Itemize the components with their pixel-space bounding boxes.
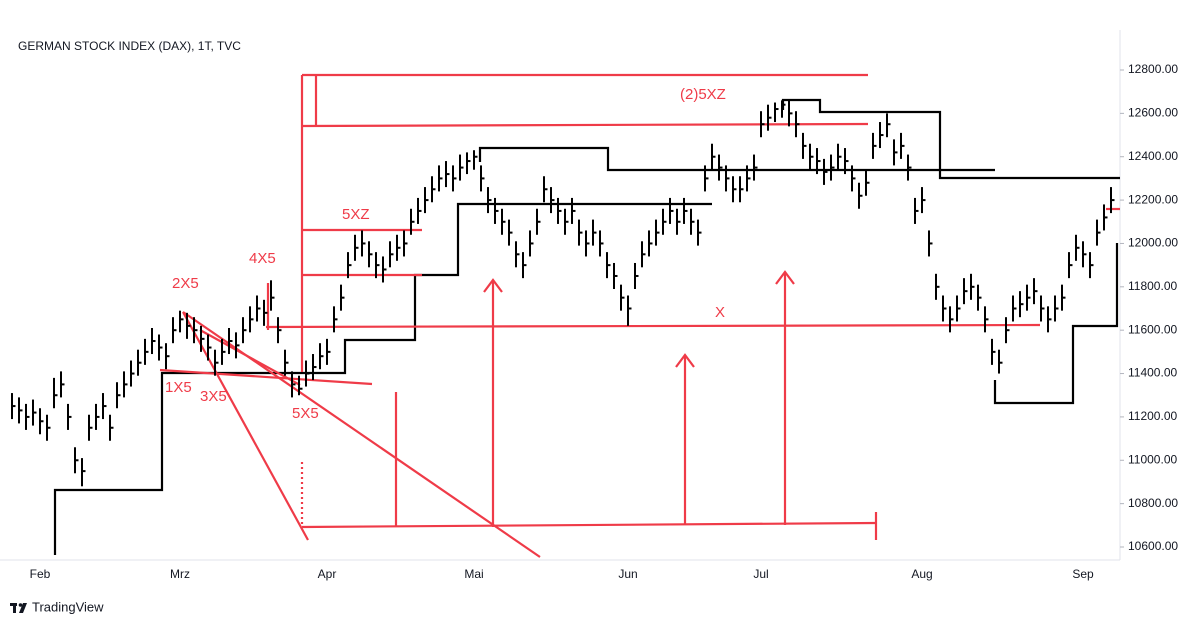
x-tick-label: Jul [753, 567, 768, 581]
logo: TradingView [10, 599, 104, 614]
x-tick-label: Aug [911, 567, 932, 581]
annotation: 3X5 [200, 388, 227, 405]
annotation: X [715, 304, 725, 321]
y-tick-label: 12600.00 [1128, 106, 1178, 120]
x-tick-label: Sep [1072, 567, 1094, 581]
annotation: 4X5 [249, 250, 276, 267]
chart-title: GERMAN STOCK INDEX (DAX), 1T, TVC [18, 39, 241, 53]
step-line [53, 202, 712, 555]
y-tick-label: 12000.00 [1128, 236, 1178, 250]
y-tick-label: 12800.00 [1128, 62, 1178, 76]
time-line [301, 521, 877, 529]
y-tick-label: 12400.00 [1128, 149, 1178, 163]
annotation: 1X5 [165, 379, 192, 396]
x-tick-label: Jun [618, 567, 637, 581]
step-line [478, 146, 995, 172]
x-tick-label: Feb [30, 567, 51, 581]
step-line [993, 243, 1119, 405]
level-line [301, 122, 869, 128]
x-tick-label: Mrz [170, 567, 190, 581]
drawings [159, 73, 1120, 558]
y-tick-label: 11000.00 [1128, 452, 1177, 466]
logo-mark [13, 603, 16, 613]
annotation: 2X5 [172, 275, 199, 292]
trend-line [182, 311, 309, 541]
trailing-stop-lines [53, 98, 1120, 555]
step-line [781, 98, 1120, 180]
annotation: 5X5 [292, 405, 319, 422]
y-tick-label: 11800.00 [1128, 279, 1177, 293]
trend-line [199, 329, 301, 386]
y-tick-label: 10800.00 [1128, 496, 1178, 510]
annotation: 5XZ [342, 206, 370, 223]
price-bars [11, 100, 1115, 487]
arrow-head [483, 278, 503, 293]
x-tick-label: Apr [318, 567, 337, 581]
y-tick-label: 12200.00 [1128, 192, 1178, 206]
arrow-head [675, 353, 695, 368]
annotation: (2)5XZ [680, 86, 726, 103]
annotations: 2X5 4X5 1X5 3X5 5X5 5XZ (2)5XZ X [165, 86, 726, 422]
arrow-head [775, 270, 795, 285]
level-line [265, 323, 1041, 329]
y-tick-label: 11400.00 [1128, 366, 1177, 380]
y-tick-label: 11200.00 [1128, 409, 1177, 423]
logo-mark [18, 603, 23, 607]
logo-mark [19, 603, 27, 613]
brand: TradingView [32, 599, 104, 614]
trend-line [159, 368, 373, 386]
y-tick-label: 10600.00 [1128, 539, 1178, 553]
x-tick-label: Mai [464, 567, 483, 581]
y-tick-label: 11600.00 [1128, 322, 1177, 336]
